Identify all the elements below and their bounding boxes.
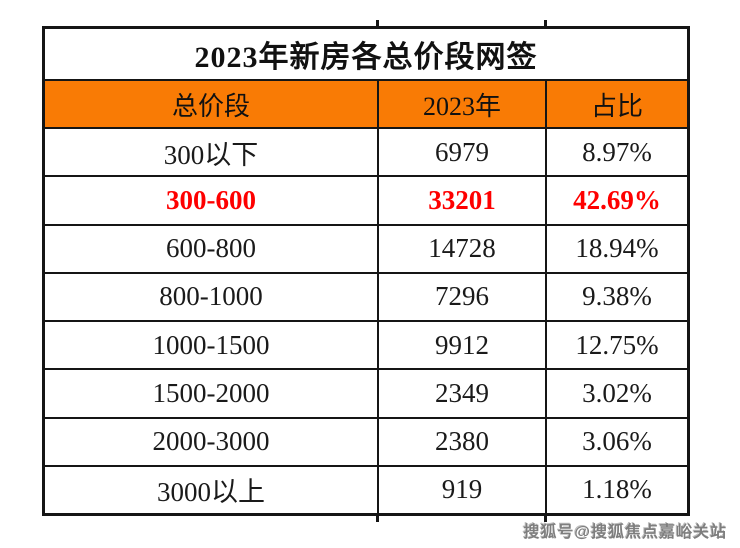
table-cell-range: 1500-2000 — [45, 368, 377, 416]
table-cell-count: 9912 — [377, 320, 545, 369]
table-cell-share: 3.02% — [545, 368, 687, 417]
table-cell-count: 6979 — [377, 127, 545, 176]
table-cell-share: 9.38% — [545, 271, 687, 320]
border-stub-bottom-2 — [544, 516, 547, 522]
table-cell-share: 12.75% — [545, 320, 687, 369]
table-cell-share: 1.18% — [545, 464, 687, 513]
table-cell-count: 919 — [377, 464, 545, 513]
table-cell-range: 600-800 — [45, 223, 377, 272]
column-header-range: 总价段 — [45, 79, 377, 127]
price-segment-table: 2023年新房各总价段网签 总价段 2023年 占比 300以下 6979 8.… — [42, 26, 690, 516]
table-cell-range: 300以下 — [45, 127, 377, 175]
table-cell-range: 2000-3000 — [45, 416, 377, 465]
table-cell-range: 300-600 — [45, 175, 377, 223]
table-cell-range: 1000-1500 — [45, 320, 377, 368]
table-cell-share: 18.94% — [545, 223, 687, 272]
table-cell-range: 800-1000 — [45, 271, 377, 320]
column-header-year: 2023年 — [377, 79, 545, 127]
table-cell-share: 3.06% — [545, 416, 687, 465]
table-cell-count: 7296 — [377, 271, 545, 320]
border-stub-top-1 — [376, 20, 379, 26]
table-cell-range: 3000以上 — [45, 464, 377, 513]
watermark-text: 搜狐号@搜狐焦点嘉峪关站 — [523, 524, 727, 541]
table-cell-count: 2380 — [377, 416, 545, 465]
table-cell-count: 14728 — [377, 223, 545, 272]
table-title: 2023年新房各总价段网签 — [194, 41, 538, 74]
border-stub-top-2 — [544, 20, 547, 26]
table-cell-share: 8.97% — [545, 127, 687, 176]
border-stub-bottom-1 — [376, 516, 379, 522]
table-cell-count: 2349 — [377, 368, 545, 417]
table-cell-count: 33201 — [377, 175, 545, 224]
table-cell-share: 42.69% — [545, 175, 687, 224]
column-header-share: 占比 — [545, 79, 687, 127]
